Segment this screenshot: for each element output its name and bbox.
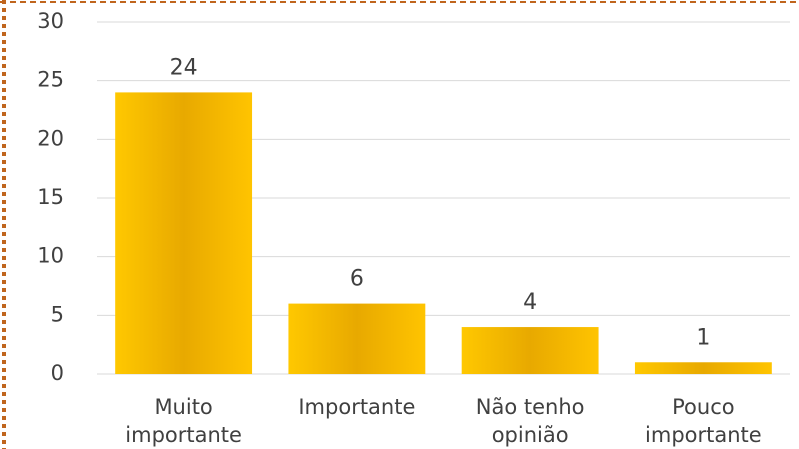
bar (288, 303, 426, 374)
x-tick-label: Muito importante (125, 395, 242, 447)
bar (115, 92, 253, 375)
y-tick-label: 20 (37, 126, 64, 150)
data-label: 1 (696, 325, 710, 350)
x-tick-label: Importante (298, 395, 415, 419)
y-tick-label: 30 (37, 9, 64, 33)
y-tick-label: 25 (37, 68, 64, 92)
bar (461, 327, 599, 374)
data-label: 6 (350, 267, 364, 292)
x-tick-label: Pouco importante (645, 395, 762, 447)
y-tick-label: 10 (37, 244, 64, 268)
y-tick-label: 0 (51, 361, 64, 385)
y-tick-label: 15 (37, 185, 64, 209)
x-tick-label: Não tenho opinião (476, 395, 585, 447)
data-label: 24 (170, 55, 198, 80)
y-tick-label: 5 (51, 302, 64, 326)
bar (634, 362, 772, 374)
data-label: 4 (523, 290, 537, 315)
